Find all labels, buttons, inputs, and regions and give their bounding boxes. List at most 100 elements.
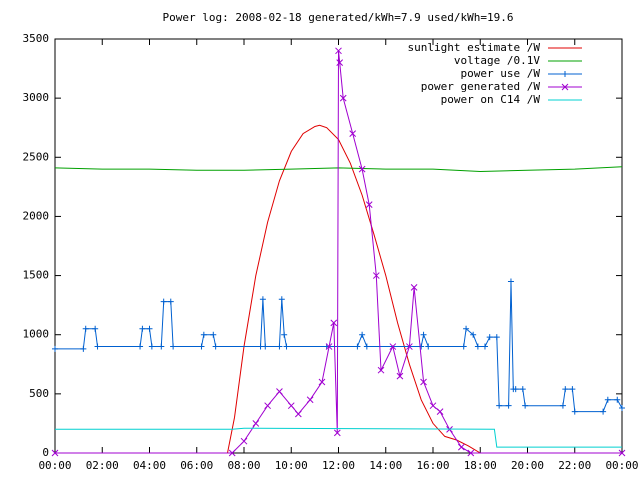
point-marker xyxy=(264,402,271,410)
point-marker xyxy=(496,402,503,409)
y-tick-label: 2000 xyxy=(23,209,50,222)
point-marker xyxy=(339,94,347,102)
point-marker xyxy=(604,396,611,403)
point-marker xyxy=(420,378,427,386)
point-marker xyxy=(358,165,366,173)
point-marker xyxy=(333,429,341,437)
point-marker xyxy=(354,343,361,350)
point-marker xyxy=(406,343,413,350)
point-marker xyxy=(259,296,266,303)
point-marker xyxy=(474,343,481,350)
point-marker xyxy=(519,386,526,393)
x-tick-label: 18:00 xyxy=(464,459,497,472)
point-marker xyxy=(349,130,357,137)
point-marker xyxy=(372,272,380,279)
point-marker xyxy=(429,402,437,410)
point-marker xyxy=(614,396,621,403)
point-marker xyxy=(460,343,467,350)
point-marker xyxy=(198,343,205,350)
point-marker xyxy=(80,345,87,352)
point-marker xyxy=(569,386,576,393)
legend-marker xyxy=(561,83,569,91)
legend-label: sunlight estimate /W xyxy=(408,41,541,54)
y-tick-label: 2500 xyxy=(23,150,50,163)
legend-label: voltage /0.1V xyxy=(454,54,540,67)
point-marker xyxy=(228,449,236,457)
x-tick-label: 02:00 xyxy=(86,459,119,472)
point-marker xyxy=(283,343,290,350)
point-marker xyxy=(512,386,519,393)
point-marker xyxy=(137,343,144,350)
point-marker xyxy=(522,402,529,409)
point-marker xyxy=(330,319,338,327)
point-marker xyxy=(377,366,385,374)
point-marker xyxy=(336,59,344,67)
point-marker xyxy=(240,437,248,445)
x-tick-label: 20:00 xyxy=(511,459,544,472)
x-tick-label: 00:00 xyxy=(605,459,638,472)
point-marker xyxy=(420,331,427,338)
point-marker xyxy=(139,325,146,332)
point-marker xyxy=(51,449,59,457)
legend-label: power generated /W xyxy=(421,80,541,93)
x-tick-label: 16:00 xyxy=(416,459,449,472)
point-marker xyxy=(507,278,514,285)
point-marker xyxy=(170,343,177,350)
y-tick-label: 1500 xyxy=(23,269,50,282)
y-tick-label: 500 xyxy=(29,387,49,400)
point-marker xyxy=(418,343,425,350)
chart-title: Power log: 2008-02-18 generated/kWh=7.9 … xyxy=(163,11,514,24)
point-marker xyxy=(486,334,493,341)
point-marker xyxy=(148,343,155,350)
y-tick-label: 3500 xyxy=(23,32,50,45)
legend-label: power use /W xyxy=(461,67,541,80)
x-tick-label: 06:00 xyxy=(180,459,213,472)
point-marker xyxy=(160,298,167,305)
point-marker xyxy=(571,408,578,415)
point-marker xyxy=(619,405,625,412)
y-tick-label: 0 xyxy=(42,446,49,459)
point-marker xyxy=(325,343,333,350)
series-line xyxy=(55,50,622,454)
point-marker xyxy=(359,331,366,338)
point-marker xyxy=(618,449,626,457)
point-marker xyxy=(262,343,269,350)
point-marker xyxy=(158,343,165,350)
point-marker xyxy=(94,343,101,350)
x-tick-label: 00:00 xyxy=(38,459,71,472)
point-marker xyxy=(470,331,477,338)
point-marker xyxy=(276,343,283,350)
x-tick-label: 08:00 xyxy=(227,459,260,472)
point-marker xyxy=(389,343,397,350)
legend-label: power on C14 /W xyxy=(441,93,541,106)
point-marker xyxy=(146,325,153,332)
point-marker xyxy=(562,386,569,393)
x-tick-label: 22:00 xyxy=(558,459,591,472)
x-tick-label: 14:00 xyxy=(369,459,402,472)
point-marker xyxy=(363,343,370,350)
series-line xyxy=(55,427,622,448)
series-line xyxy=(55,124,622,454)
point-marker xyxy=(396,372,404,380)
point-marker xyxy=(276,388,283,395)
point-marker xyxy=(82,325,89,332)
point-marker xyxy=(505,402,512,409)
y-tick-label: 1000 xyxy=(23,328,50,341)
point-marker xyxy=(306,396,314,404)
point-marker xyxy=(436,408,444,415)
point-marker xyxy=(52,345,58,352)
point-marker xyxy=(600,408,607,415)
x-tick-label: 10:00 xyxy=(275,459,308,472)
point-marker xyxy=(92,325,99,332)
point-marker xyxy=(559,402,566,409)
point-marker xyxy=(278,296,285,303)
point-marker xyxy=(365,201,373,208)
x-tick-label: 12:00 xyxy=(322,459,355,472)
point-marker xyxy=(167,298,174,305)
point-marker xyxy=(467,449,475,457)
point-marker xyxy=(410,284,418,291)
point-marker xyxy=(425,343,432,350)
point-marker xyxy=(457,443,465,451)
y-tick-label: 3000 xyxy=(23,91,50,104)
